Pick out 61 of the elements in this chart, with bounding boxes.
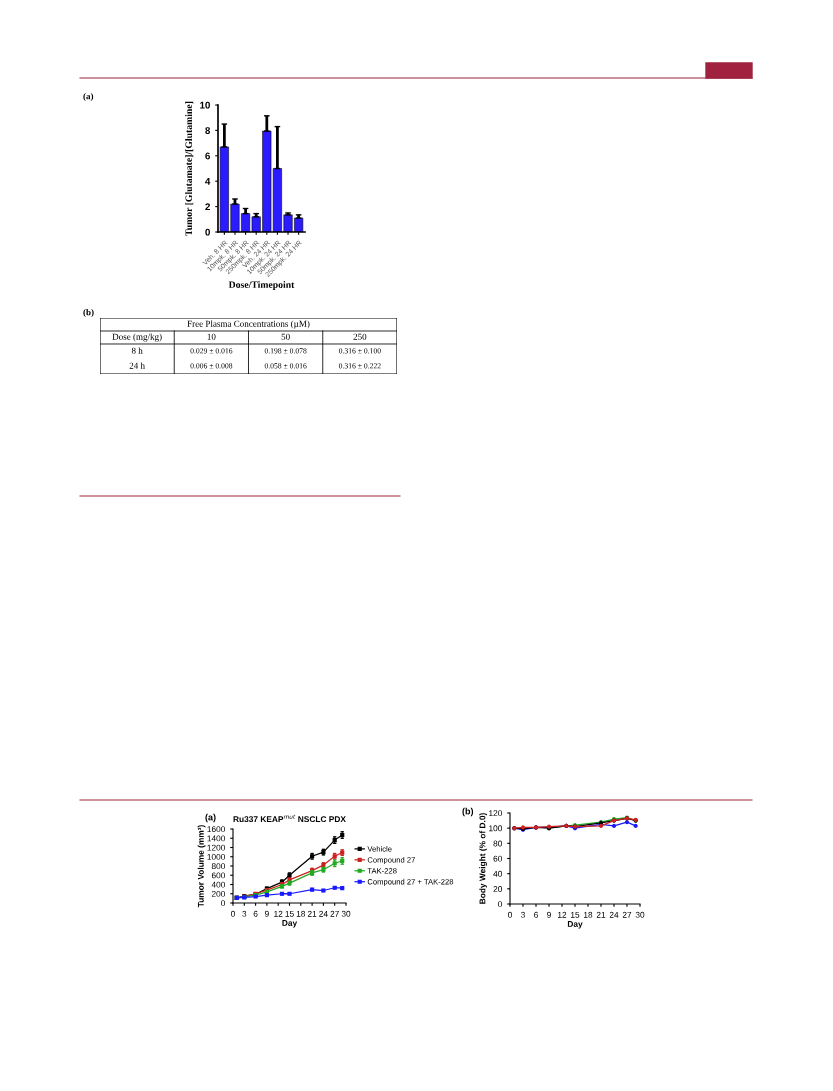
chart-title: Ru337 KEAP$^{mut}$ NSCLC PDX: [233, 814, 346, 823]
y-tick-label: 120: [489, 810, 503, 817]
x-tick-label: 9: [547, 911, 551, 918]
text: (a): [205, 813, 216, 823]
x-tick-label: 27: [622, 911, 632, 918]
x-axis-title: Dose/Timepoint: [228, 281, 295, 290]
y-tick-label: 0: [205, 228, 210, 236]
x-tick-label: 9: [264, 910, 269, 917]
x-axis-title: Day: [567, 921, 583, 929]
x-tick-label: 6: [534, 911, 538, 918]
y-tick-label: 8: [205, 127, 211, 135]
y-tick-label: 0: [498, 901, 503, 908]
category-label: 250: [353, 333, 367, 340]
y-tick-label: 1400: [207, 835, 226, 842]
x-tick-label: 27: [330, 910, 339, 917]
x-tick-label: 15: [571, 911, 580, 918]
y-tick-label: 400: [211, 881, 226, 888]
y-tick-label: 2: [205, 203, 210, 211]
x-tick-label: 3: [521, 911, 525, 918]
x-tick-label: 30: [635, 911, 645, 918]
x-tick-label: 15: [285, 910, 294, 917]
y-tick-label: 1600: [207, 826, 226, 833]
x-tick-label: 12: [558, 911, 567, 918]
y-tick-label: 0: [221, 900, 226, 907]
y-tick-label: 6: [205, 152, 211, 160]
y-tick-label: 600: [211, 872, 226, 879]
x-tick-label: 24: [609, 911, 619, 918]
y-tick-label: 100: [489, 825, 503, 832]
category-label: 8 h: [131, 347, 143, 354]
x-tick-label: 0: [508, 911, 512, 918]
x-tick-label: 30: [341, 910, 351, 917]
y-tick-label: 4: [205, 178, 211, 185]
y-axis-title: Tumor [Glutamate]/[Glutamine]: [185, 101, 194, 236]
category-label: Dose (mg/kg): [112, 333, 162, 342]
x-tick-label: 21: [307, 910, 317, 917]
text: Free Plasma Concentrations (µM): [187, 320, 310, 329]
text: (b): [462, 807, 474, 817]
y-tick-label: 80: [493, 840, 503, 847]
x-tick-label: 18: [296, 910, 306, 917]
y-axis-title: Tumor Volume (mm³): [197, 825, 206, 908]
y-tick-label: 40: [493, 870, 503, 877]
y-tick-label: 800: [211, 863, 226, 870]
y-tick-label: 20: [493, 886, 503, 892]
y-tick-label: 1200: [207, 844, 226, 851]
x-tick-label: 0: [231, 910, 235, 917]
y-tick-label: 10: [200, 101, 210, 109]
x-tick-label: 12: [274, 910, 283, 917]
y-tick-label: 1000: [207, 853, 226, 860]
y-axis-title: Body Weight (% of D.0): [479, 813, 488, 904]
x-tick-label: 24: [319, 910, 328, 917]
text: (b): [83, 308, 94, 318]
x-tick-label: 21: [596, 911, 606, 918]
x-tick-label: 6: [253, 910, 258, 917]
category-label: 24 h: [129, 362, 145, 369]
x-axis-title: Day: [282, 920, 298, 928]
y-tick-label: 200: [211, 890, 226, 897]
y-tick-label: 60: [493, 855, 503, 862]
category-label: 50: [281, 333, 290, 340]
x-tick-label: 3: [242, 910, 247, 917]
text: (a): [83, 92, 94, 102]
x-tick-label: 18: [584, 911, 593, 918]
